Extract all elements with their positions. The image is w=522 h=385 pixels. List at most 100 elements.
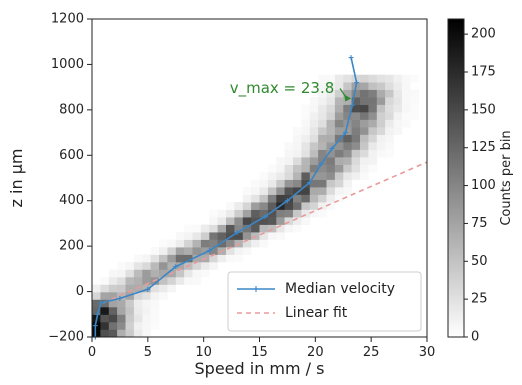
heatmap-cell — [401, 112, 411, 120]
colorbar-ticks: 0 25 50 75 100 125 150 175 200 — [464, 27, 496, 345]
heatmap-cell — [301, 142, 311, 150]
heatmap-cell — [301, 157, 311, 165]
heatmap-cell — [175, 232, 185, 240]
heatmap-cell — [92, 307, 101, 315]
heatmap-cell — [259, 232, 269, 240]
heatmap-cell — [343, 149, 352, 158]
heatmap-cell — [133, 292, 143, 300]
heatmap-cell — [133, 329, 143, 338]
heatmap-cell — [326, 104, 336, 113]
heatmap-cell — [217, 232, 227, 240]
heatmap-cell — [343, 104, 352, 113]
heatmap-cell — [293, 172, 302, 180]
heatmap-cell — [284, 179, 294, 188]
heatmap-cell — [309, 127, 319, 135]
heatmap-cell — [343, 142, 352, 150]
heatmap-cell — [376, 104, 386, 113]
heatmap-cell — [108, 277, 118, 285]
heatmap-cell — [368, 104, 378, 113]
heatmap-cell — [385, 89, 394, 98]
heatmap-cell — [242, 202, 252, 210]
heatmap-cell — [334, 127, 344, 135]
heatmap-cell — [351, 142, 361, 150]
heatmap-cell — [217, 217, 227, 225]
heatmap-cell — [184, 254, 193, 263]
heatmap-cell — [267, 224, 277, 233]
heatmap-cell — [410, 97, 419, 105]
y-tick-label: 1000 — [51, 57, 84, 72]
heatmap-cell — [226, 247, 235, 255]
heatmap-cell — [360, 82, 369, 90]
colorbar-tick-label: 25 — [471, 292, 488, 307]
heatmap-cell — [150, 292, 160, 300]
heatmap-cell — [368, 164, 378, 173]
heatmap-cell — [284, 164, 294, 173]
heatmap-cell — [318, 97, 327, 105]
heatmap-cell — [234, 209, 244, 218]
heatmap-cell — [334, 112, 344, 120]
heatmap-cell — [142, 277, 151, 285]
heatmap-cell — [267, 209, 277, 218]
heatmap-cell — [376, 97, 386, 105]
legend: Median velocity Linear fit — [227, 271, 422, 332]
heatmap-cell — [326, 179, 336, 188]
heatmap-cell — [284, 142, 294, 150]
heatmap-cell — [293, 194, 302, 203]
heatmap-cell — [360, 157, 369, 165]
heatmap-cell — [334, 149, 344, 158]
heatmap-cell — [284, 157, 294, 165]
heatmap-cell — [326, 74, 336, 83]
heatmap-cell — [301, 172, 311, 180]
heatmap-cell — [125, 277, 135, 285]
heatmap-cell — [326, 112, 336, 120]
heatmap-cell — [376, 127, 386, 135]
heatmap-cell — [293, 187, 302, 195]
heatmap-cell — [326, 157, 336, 165]
heatmap-cell — [209, 239, 218, 248]
heatmap-cell — [293, 209, 302, 218]
heatmap-cell — [175, 247, 185, 255]
heatmap-cell — [318, 127, 327, 135]
x-tick-label: 15 — [251, 345, 268, 360]
heatmap-cell — [351, 164, 361, 173]
heatmap-cell — [334, 157, 344, 165]
heatmap-cell — [385, 97, 394, 105]
y-tick-label: 200 — [59, 239, 84, 254]
heatmap-cell — [318, 187, 327, 195]
heatmap-cell — [385, 134, 394, 143]
heatmap-cell — [326, 202, 336, 210]
heatmap-cell — [343, 187, 352, 195]
heatmap-cell — [318, 149, 327, 158]
heatmap-cell — [125, 284, 135, 293]
heatmap-cell — [259, 239, 269, 248]
heatmap-cell — [401, 89, 411, 98]
heatmap-cell — [326, 127, 336, 135]
heatmap-cell — [267, 179, 277, 188]
heatmap-cell — [385, 82, 394, 90]
heatmap-cell — [125, 299, 135, 308]
heatmap-cell — [318, 89, 327, 98]
heatmap-cell — [309, 104, 319, 113]
heatmap-cell — [343, 74, 352, 83]
heatmap-cell — [175, 269, 185, 278]
heatmap-cell — [108, 284, 118, 293]
heatmap-cell — [343, 127, 352, 135]
heatmap-cell — [125, 269, 135, 278]
heatmap-cell — [393, 97, 403, 105]
heatmap-cell — [117, 299, 126, 308]
heatmap-cell — [334, 179, 344, 188]
heatmap-cell — [393, 89, 403, 98]
heatmap-cell — [376, 142, 386, 150]
heatmap-cell — [351, 89, 361, 98]
heatmap-cell — [159, 277, 168, 285]
heatmap-cell — [242, 239, 252, 248]
heatmap-cell — [217, 209, 227, 218]
heatmap-cell — [334, 172, 344, 180]
heatmap-cell — [100, 322, 110, 330]
heatmap-cell — [309, 209, 319, 218]
heatmap-cell — [351, 134, 361, 143]
heatmap-cell — [150, 269, 160, 278]
colorbar-tick-label: 200 — [471, 27, 496, 42]
heatmap-cell — [133, 307, 143, 315]
x-tick-label: 10 — [195, 345, 212, 360]
